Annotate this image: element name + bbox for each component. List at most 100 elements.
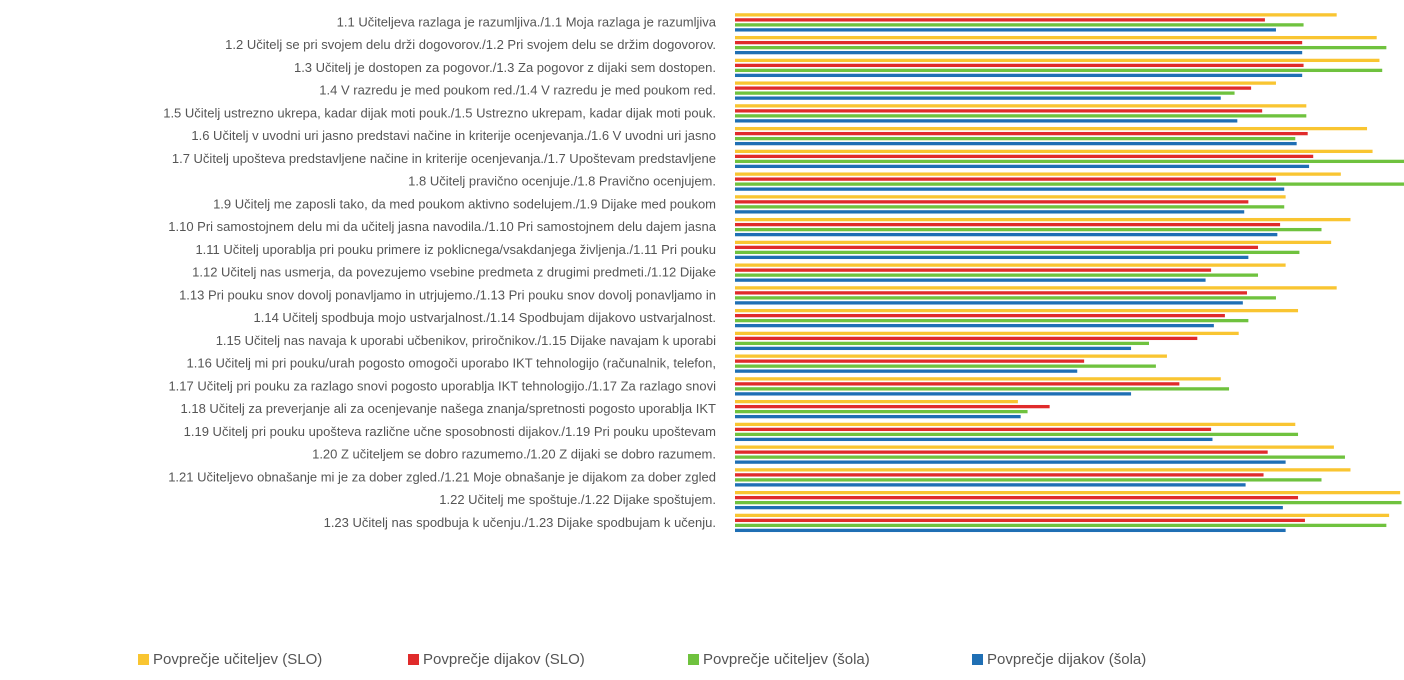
bar-povpre-je-u-iteljev-ola-16 (735, 364, 1156, 368)
bar-povpre-je-dijakov-ola-10 (735, 232, 1278, 237)
bar-povpre-je-u-iteljev-slo-16 (735, 354, 1167, 358)
category-label-18: 1.18 Učitelj za preverjanje ali za ocenj… (181, 401, 717, 416)
bar-povpre-je-u-iteljev-slo-4 (735, 81, 1276, 85)
bar-povpre-je-dijakov-slo-14 (735, 313, 1225, 318)
bar-povpre-je-u-iteljev-slo-20 (735, 445, 1334, 449)
bar-povpre-je-dijakov-slo-20 (735, 450, 1268, 454)
category-label-2: 1.2 Učitelj se pri svojem delu drži dogo… (225, 37, 716, 52)
bar-povpre-je-dijakov-ola-1 (735, 28, 1276, 32)
bar-povpre-je-dijakov-ola-21 (735, 483, 1246, 487)
bar-povpre-je-dijakov-slo-7 (735, 154, 1314, 159)
bar-povpre-je-u-iteljev-slo-10 (735, 217, 1351, 222)
bar-povpre-je-u-iteljev-slo-11 (735, 240, 1332, 245)
bar-povpre-je-u-iteljev-ola-20 (735, 455, 1345, 459)
bar-povpre-je-u-iteljev-slo-2 (735, 35, 1377, 40)
bar-povpre-je-u-iteljev-slo-13 (735, 286, 1337, 290)
bar-povpre-je-dijakov-slo-18 (735, 404, 1050, 409)
bar-povpre-je-u-iteljev-ola-3 (735, 68, 1383, 73)
bar-povpre-je-dijakov-slo-10 (735, 222, 1281, 227)
bar-povpre-je-u-iteljev-ola-22 (735, 500, 1402, 505)
bar-povpre-je-dijakov-ola-11 (735, 255, 1249, 260)
bar-povpre-je-dijakov-ola-17 (735, 392, 1132, 396)
bar-povpre-je-u-iteljev-slo-8 (735, 172, 1341, 176)
bar-povpre-je-dijakov-ola-6 (735, 141, 1297, 146)
bar-povpre-je-u-iteljev-ola-18 (735, 409, 1028, 414)
bar-povpre-je-u-iteljev-slo-12 (735, 263, 1286, 267)
category-label-6: 1.6 Učitelj v uvodni uri jasno predstavi… (191, 128, 716, 143)
category-label-19: 1.19 Učitelj pri pouku upošteva različne… (184, 424, 716, 439)
bar-povpre-je-u-iteljev-ola-19 (735, 432, 1299, 437)
bar-povpre-je-u-iteljev-slo-7 (735, 149, 1373, 154)
bar-povpre-je-dijakov-slo-21 (735, 473, 1264, 477)
category-label-15: 1.15 Učitelj nas navaja k uporabi učbeni… (216, 333, 716, 348)
legend-swatch-povpre-je-u-iteljev-slo (138, 654, 149, 665)
bar-povpre-je-dijakov-ola-7 (735, 164, 1310, 169)
bar-povpre-je-u-iteljev-slo-17 (735, 377, 1221, 381)
category-label-17: 1.17 Učitelj pri pouku za razlago snovi … (168, 378, 716, 393)
bar-povpre-je-u-iteljev-ola-6 (735, 136, 1296, 141)
bar-povpre-je-dijakov-slo-11 (735, 245, 1259, 250)
bar-povpre-je-u-iteljev-slo-18 (735, 399, 1018, 404)
bar-povpre-je-u-iteljev-slo-21 (735, 468, 1351, 472)
bar-povpre-je-u-iteljev-ola-23 (735, 523, 1387, 528)
bar-povpre-je-u-iteljev-slo-22 (735, 490, 1401, 495)
legend-swatch-povpre-je-u-iteljev-ola (688, 654, 699, 665)
bar-povpre-je-dijakov-slo-12 (735, 268, 1212, 272)
bar-povpre-je-dijakov-ola-16 (735, 369, 1078, 373)
legend-swatch-povpre-je-dijakov-ola (972, 654, 983, 665)
bar-povpre-je-u-iteljev-ola-5 (735, 114, 1307, 118)
category-label-13: 1.13 Pri pouku snov dovolj ponavljamo in… (179, 287, 716, 302)
bar-povpre-je-u-iteljev-ola-11 (735, 250, 1300, 255)
category-label-8: 1.8 Učitelj pravično ocenjuje./1.8 Pravi… (408, 174, 716, 189)
bar-povpre-je-dijakov-ola-13 (735, 301, 1243, 305)
category-labels: 1.1 Učiteljeva razlaga je razumljiva./1.… (163, 14, 717, 530)
bar-povpre-je-u-iteljev-ola-15 (735, 341, 1149, 346)
category-label-1: 1.1 Učiteljeva razlaga je razumljiva./1.… (337, 14, 717, 29)
bar-povpre-je-dijakov-slo-8 (735, 177, 1276, 181)
legend-label-povpre-je-dijakov-slo: Povprečje dijakov (SLO) (423, 651, 585, 668)
bar-povpre-je-dijakov-slo-2 (735, 40, 1303, 45)
bar-povpre-je-u-iteljev-slo-19 (735, 422, 1296, 427)
bar-povpre-je-u-iteljev-slo-3 (735, 58, 1380, 63)
legend-label-povpre-je-u-iteljev-slo: Povprečje učiteljev (SLO) (153, 651, 322, 668)
bar-povpre-je-u-iteljev-ola-12 (735, 273, 1259, 277)
bar-povpre-je-dijakov-ola-5 (735, 119, 1238, 123)
bar-povpre-je-dijakov-ola-23 (735, 528, 1286, 533)
bar-povpre-je-dijakov-ola-19 (735, 437, 1213, 442)
bar-povpre-je-u-iteljev-ola-13 (735, 296, 1276, 300)
category-label-20: 1.20 Z učiteljem se dobro razumemo./1.20… (312, 447, 716, 462)
category-label-3: 1.3 Učitelj je dostopen za pogovor./1.3 … (294, 60, 716, 75)
category-label-21: 1.21 Učiteljevo obnašanje mi je za dober… (168, 469, 716, 484)
bar-povpre-je-dijakov-slo-4 (735, 86, 1252, 90)
bar-povpre-je-dijakov-ola-4 (735, 96, 1221, 100)
category-label-22: 1.22 Učitelj me spoštuje./1.22 Dijake sp… (439, 492, 716, 507)
bar-povpre-je-u-iteljev-slo-15 (735, 331, 1239, 336)
bar-povpre-je-u-iteljev-slo-1 (735, 13, 1337, 17)
bar-povpre-je-dijakov-slo-15 (735, 336, 1198, 341)
bar-povpre-je-u-iteljev-ola-7 (735, 159, 1404, 164)
bar-povpre-je-u-iteljev-ola-4 (735, 91, 1235, 95)
bar-povpre-je-dijakov-ola-15 (735, 346, 1132, 351)
bar-povpre-je-u-iteljev-slo-14 (735, 308, 1299, 313)
bar-povpre-je-dijakov-slo-1 (735, 18, 1265, 22)
category-label-12: 1.12 Učitelj nas usmerja, da povezujemo … (192, 265, 716, 280)
bar-povpre-je-dijakov-slo-17 (735, 382, 1180, 386)
bar-povpre-je-u-iteljev-slo-6 (735, 126, 1368, 131)
bar-povpre-je-u-iteljev-ola-17 (735, 387, 1230, 391)
category-label-16: 1.16 Učitelj mi pri pouku/urah pogosto o… (187, 356, 716, 371)
bar-povpre-je-u-iteljev-ola-10 (735, 227, 1322, 232)
bar-povpre-je-u-iteljev-ola-2 (735, 45, 1387, 50)
bar-povpre-je-dijakov-slo-19 (735, 427, 1212, 432)
legend: Povprečje učiteljev (SLO) Povprečje dijak… (138, 651, 1146, 668)
bar-povpre-je-u-iteljev-slo-5 (735, 104, 1307, 108)
bar-povpre-je-dijakov-ola-8 (735, 187, 1285, 191)
bar-povpre-je-dijakov-ola-2 (735, 50, 1303, 55)
category-label-14: 1.14 Učitelj spodbuja mojo ustvarjalnost… (254, 310, 716, 325)
legend-swatch-povpre-je-dijakov-slo (408, 654, 419, 665)
bar-povpre-je-dijakov-ola-22 (735, 505, 1283, 510)
bar-povpre-je-dijakov-ola-9 (735, 210, 1245, 214)
category-label-11: 1.11 Učitelj uporablja pri pouku primere… (195, 242, 716, 257)
bar-povpre-je-dijakov-slo-22 (735, 495, 1299, 500)
bar-plot-area (735, 13, 1404, 533)
